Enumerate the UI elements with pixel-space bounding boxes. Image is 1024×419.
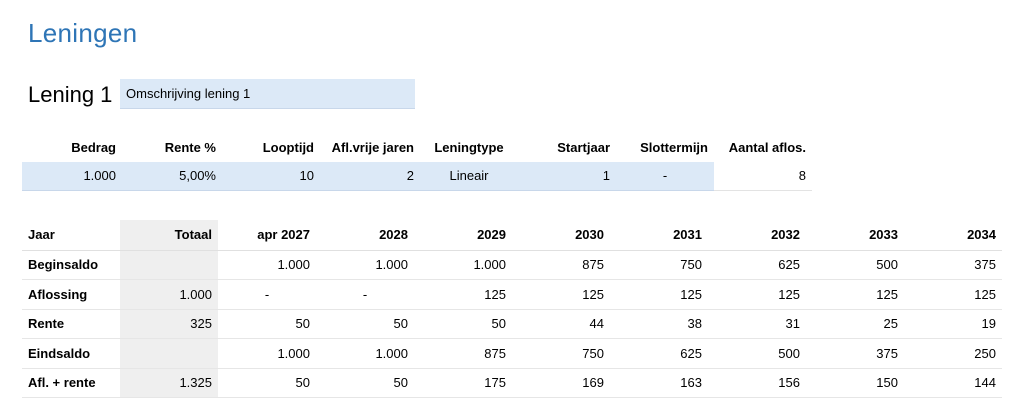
header-year: 2028 (316, 220, 414, 251)
year-value-cell: 50 (414, 309, 512, 339)
year-value-cell: 875 (414, 338, 512, 369)
row-label: Beginsaldo (22, 250, 120, 280)
year-value-cell: 1.000 (218, 250, 316, 280)
total-cell: 325 (120, 309, 218, 339)
year-value-cell: 38 (610, 309, 708, 339)
loan-parameters-table: Bedrag Rente % Looptijd Afl.vrije jaren … (22, 133, 812, 191)
header-looptijd: Looptijd (262, 140, 314, 155)
header-aantal-aflossingen: Aantal aflos. (728, 140, 806, 155)
year-value-cell: 125 (610, 279, 708, 310)
looptijd-input[interactable]: 10 (222, 162, 320, 191)
year-value-cell: 175 (414, 368, 512, 398)
header-slottermijn: Slottermijn (640, 140, 708, 155)
year-value-cell: 500 (708, 338, 806, 369)
year-value-cell: - (316, 279, 414, 310)
parameters-value-row: 1.000 5,00% 10 2 Lineair 1 - 8 (22, 162, 812, 191)
total-cell (120, 250, 218, 280)
header-totaal: Totaal (120, 220, 218, 251)
year-value-cell: 31 (708, 309, 806, 339)
year-value-cell: 19 (904, 309, 1002, 339)
total-cell: 1.000 (120, 279, 218, 310)
year-value-cell: 750 (512, 338, 610, 369)
header-aflossingsvrije-jaren: Afl.vrije jaren (331, 140, 414, 155)
row-eindsaldo: Eindsaldo 1.000 1.000 875 750 625 500 375 250 (22, 338, 1002, 369)
header-year: 2033 (806, 220, 904, 251)
year-value-cell: 169 (512, 368, 610, 398)
header-year: apr 2027 (218, 220, 316, 251)
row-label: Afl. + rente (22, 368, 120, 398)
leningtype-select[interactable]: Lineair (420, 162, 518, 191)
year-value-cell: 500 (806, 250, 904, 280)
slottermijn-input[interactable]: - (616, 162, 714, 191)
year-value-cell: 375 (806, 338, 904, 369)
year-value-cell: 625 (708, 250, 806, 280)
year-value-cell: 25 (806, 309, 904, 339)
row-label: Aflossing (22, 279, 120, 310)
header-year: 2031 (610, 220, 708, 251)
rente-input[interactable]: 5,00% (122, 162, 222, 191)
year-value-cell: 1.000 (316, 338, 414, 369)
year-value-cell: 250 (904, 338, 1002, 369)
row-rente: Rente 325 50 50 50 44 38 31 25 19 (22, 309, 1002, 339)
year-value-cell: 144 (904, 368, 1002, 398)
row-aflossing-plus-rente: Afl. + rente 1.325 50 50 175 169 163 156 150 144 (22, 368, 1002, 398)
header-year: 2034 (904, 220, 1002, 251)
header-rente: Rente % (164, 140, 216, 155)
year-value-cell: 750 (610, 250, 708, 280)
year-value-cell: 1.000 (414, 250, 512, 280)
year-value-cell: 1.000 (316, 250, 414, 280)
aantal-aflossingen-value: 8 (714, 162, 812, 191)
year-value-cell: 625 (610, 338, 708, 369)
total-cell: 1.325 (120, 368, 218, 398)
row-beginsaldo: Beginsaldo 1.000 1.000 1.000 875 750 625 500 375 (22, 250, 1002, 280)
header-bedrag: Bedrag (71, 140, 116, 155)
year-value-cell: - (218, 279, 316, 310)
aflossingsvrije-jaren-input[interactable]: 2 (320, 162, 420, 191)
header-startjaar: Startjaar (557, 140, 610, 155)
year-value-cell: 50 (218, 309, 316, 339)
row-aflossing: Aflossing 1.000- -125 125 125 125 125 125 (22, 279, 1002, 310)
header-year: 2030 (512, 220, 610, 251)
bedrag-input[interactable]: 1.000 (22, 162, 122, 191)
schedule-header-row: Jaar Totaal apr 2027 2028 2029 2030 2031… (22, 220, 1002, 251)
year-value-cell: 163 (610, 368, 708, 398)
year-value-cell: 125 (512, 279, 610, 310)
row-label: Eindsaldo (22, 338, 120, 369)
year-value-cell: 50 (316, 309, 414, 339)
year-value-cell: 50 (218, 368, 316, 398)
total-cell (120, 338, 218, 369)
year-value-cell: 156 (708, 368, 806, 398)
loan-description-input[interactable]: Omschrijving lening 1 (120, 79, 415, 109)
loan-label: Lening 1 (28, 82, 113, 107)
row-label: Rente (22, 309, 120, 339)
year-value-cell: 150 (806, 368, 904, 398)
header-year: 2032 (708, 220, 806, 251)
parameters-header-row: Bedrag Rente % Looptijd Afl.vrije jaren … (22, 133, 812, 162)
year-value-cell: 125 (806, 279, 904, 310)
year-value-cell: 125 (708, 279, 806, 310)
startjaar-input[interactable]: 1 (518, 162, 616, 191)
year-value-cell: 50 (316, 368, 414, 398)
header-jaar: Jaar (22, 220, 120, 251)
year-value-cell: 125 (904, 279, 1002, 310)
year-value-cell: 44 (512, 309, 610, 339)
header-year: 2029 (414, 220, 512, 251)
year-value-cell: 125 (414, 279, 512, 310)
year-value-cell: 875 (512, 250, 610, 280)
repayment-schedule-table: Jaar Totaal apr 2027 2028 2029 2030 2031… (22, 220, 1002, 398)
year-value-cell: 1.000 (218, 338, 316, 369)
page-title: Leningen (28, 18, 138, 48)
header-leningtype: Leningtype (434, 140, 504, 155)
year-value-cell: 375 (904, 250, 1002, 280)
